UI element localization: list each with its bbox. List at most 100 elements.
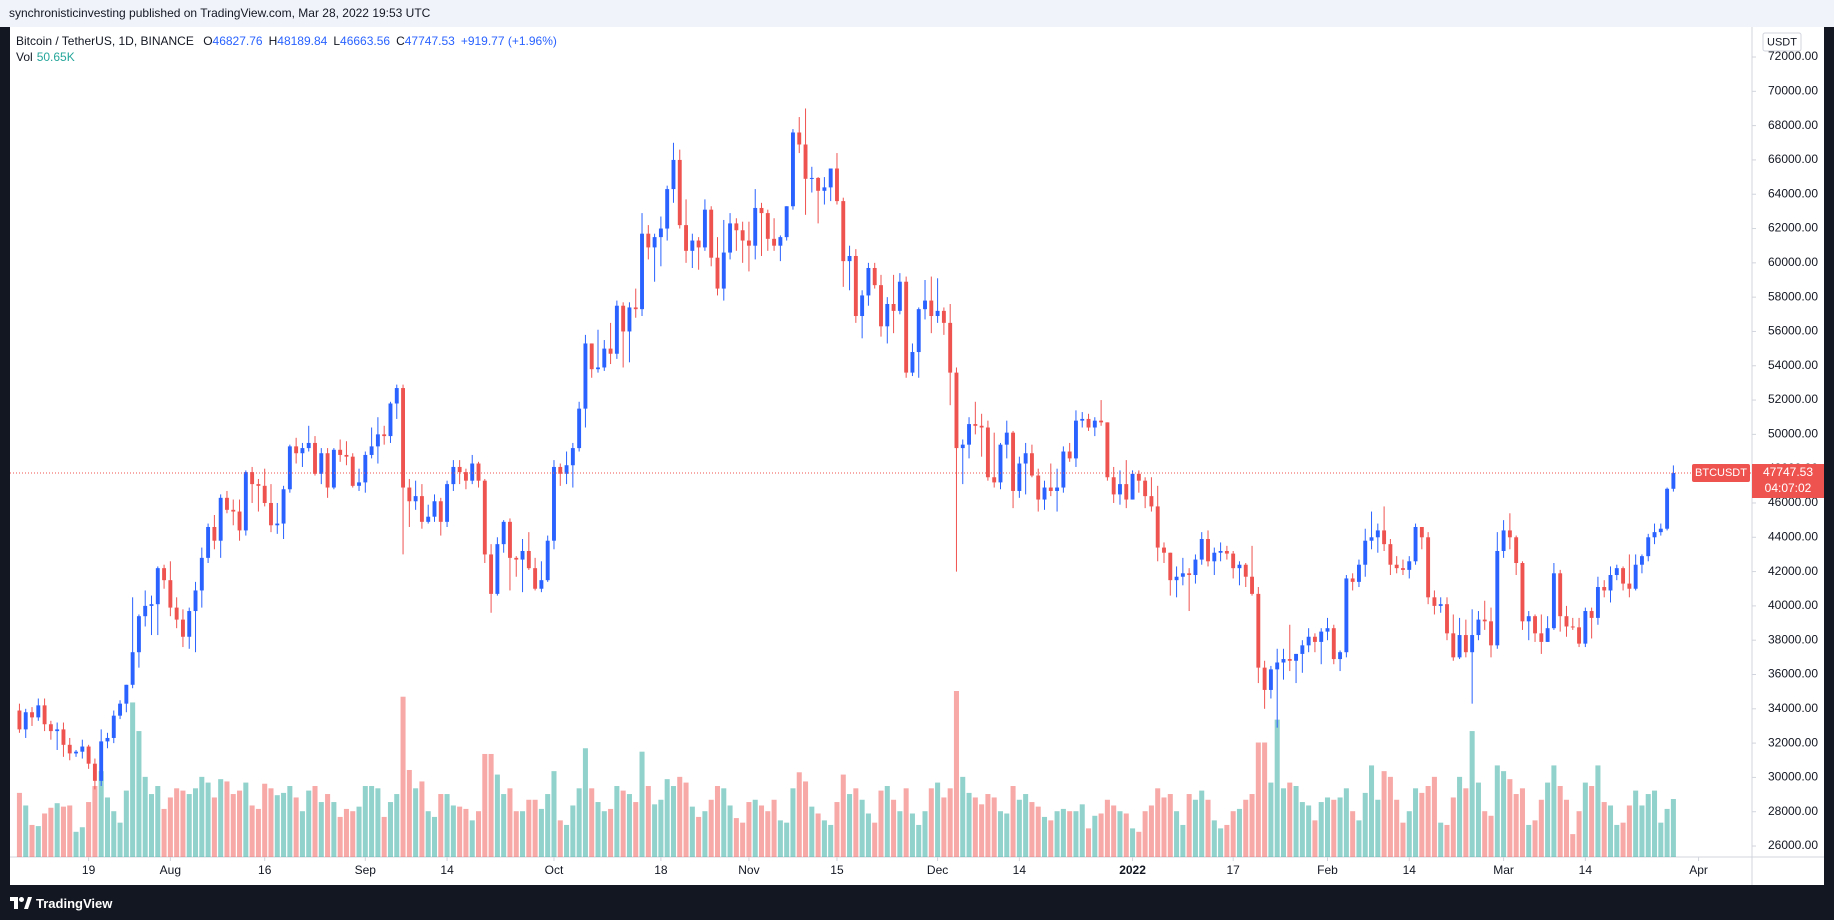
candle-body <box>1193 559 1198 576</box>
candle-body <box>1099 420 1104 423</box>
y-tick-label: 60000.00 <box>1768 255 1818 269</box>
y-tick-label: 72000.00 <box>1768 49 1818 63</box>
candle-body <box>985 427 990 478</box>
x-tick-label: Apr <box>1689 863 1708 877</box>
volume-bar <box>362 786 368 857</box>
candle-body <box>23 712 28 730</box>
volume-bar <box>48 807 54 857</box>
candle-body <box>1281 659 1286 663</box>
candle-body <box>1174 576 1179 581</box>
candle-body <box>300 448 305 454</box>
candle-body <box>558 466 563 474</box>
volume-bar <box>1041 816 1048 857</box>
volume-bar <box>1048 820 1054 857</box>
candle-body <box>891 304 896 311</box>
candle-body <box>294 446 299 454</box>
volume-bar <box>1563 799 1569 857</box>
candle-body <box>1237 564 1242 569</box>
x-tick-label: 14 <box>440 863 454 877</box>
ohlc-value: 48189.84 <box>277 34 328 48</box>
volume-bar <box>1148 805 1154 857</box>
candle-body <box>791 132 795 207</box>
volume-bar <box>614 786 620 857</box>
candle-body <box>250 472 255 485</box>
x-tick-label: 16 <box>258 863 272 877</box>
volume-bar <box>431 816 438 857</box>
candle-body <box>269 502 273 526</box>
volume-bar <box>897 811 903 857</box>
candle-body <box>979 425 984 428</box>
volume-bar <box>1255 742 1261 857</box>
volume-bar <box>1199 790 1205 857</box>
volume-bar <box>991 797 997 857</box>
candle-body <box>1118 484 1122 495</box>
candle-body <box>1495 551 1500 646</box>
volume-bar <box>771 799 777 857</box>
volume-bar <box>664 779 670 857</box>
candle-body <box>1539 633 1544 642</box>
candle-body <box>690 240 695 251</box>
candle-body <box>1105 422 1110 478</box>
volume-bar <box>589 788 595 857</box>
volume-bar <box>1557 786 1563 857</box>
volume-bar <box>1488 815 1494 857</box>
volume-bar <box>274 795 280 857</box>
candle-body <box>1526 616 1531 622</box>
candle-body <box>319 453 324 474</box>
currency-box[interactable] <box>1762 32 1802 52</box>
volume-bar <box>463 808 469 857</box>
volume-bar <box>375 788 381 857</box>
volume-bar <box>306 790 312 857</box>
brand[interactable]: TradingView <box>36 896 113 911</box>
candle-body <box>193 590 198 612</box>
candle-body <box>99 741 104 781</box>
y-tick-label: 42000.00 <box>1768 564 1818 578</box>
ohlc-value: 46663.56 <box>340 34 391 48</box>
volume-bar <box>1023 794 1029 857</box>
volume-bar <box>1343 788 1349 857</box>
candle-body <box>55 729 60 732</box>
publish-text: synchronisticinvesting published on Trad… <box>9 6 431 20</box>
volume-bar <box>1551 765 1557 857</box>
volume-bar <box>98 771 104 857</box>
candle-body <box>1344 578 1349 653</box>
ohlc-key: L <box>333 34 341 48</box>
candle-body <box>545 540 550 581</box>
volume-bar <box>1249 794 1255 857</box>
candle-body <box>696 240 701 248</box>
volume-bar <box>545 794 551 857</box>
volume-bar <box>1130 828 1136 857</box>
volume-bar <box>318 802 324 857</box>
volume-bar <box>444 794 450 857</box>
volume-bar <box>1463 788 1469 857</box>
volume-bar <box>916 824 922 857</box>
x-tick-label: 14 <box>1403 863 1417 877</box>
volume-bar <box>457 806 463 857</box>
volume-bar <box>199 776 205 857</box>
volume-bar <box>1104 799 1110 857</box>
candle-body <box>1287 659 1292 661</box>
candle-body <box>1665 488 1670 529</box>
candle-body <box>570 448 575 466</box>
volume-bar <box>60 806 66 857</box>
candle-body <box>1570 626 1575 628</box>
volume-bar <box>23 805 29 857</box>
volume-bar <box>1174 811 1180 857</box>
candle-body <box>1608 575 1613 591</box>
volume-bar <box>784 822 790 857</box>
candle-body <box>841 201 846 262</box>
candle-body <box>1438 604 1443 606</box>
volume-bar <box>350 811 356 857</box>
candle-body <box>778 237 783 246</box>
volume-bar <box>903 788 909 857</box>
candle-body <box>1652 532 1657 538</box>
candle-body <box>1055 487 1060 491</box>
candle-body <box>1514 537 1519 564</box>
candle-body <box>1419 526 1424 538</box>
volume-bar <box>211 797 217 857</box>
candle-body <box>61 729 66 745</box>
volume-bar <box>985 794 991 857</box>
candle-body <box>1451 633 1456 658</box>
candle-body <box>715 257 720 289</box>
volume-bar <box>1218 828 1224 857</box>
